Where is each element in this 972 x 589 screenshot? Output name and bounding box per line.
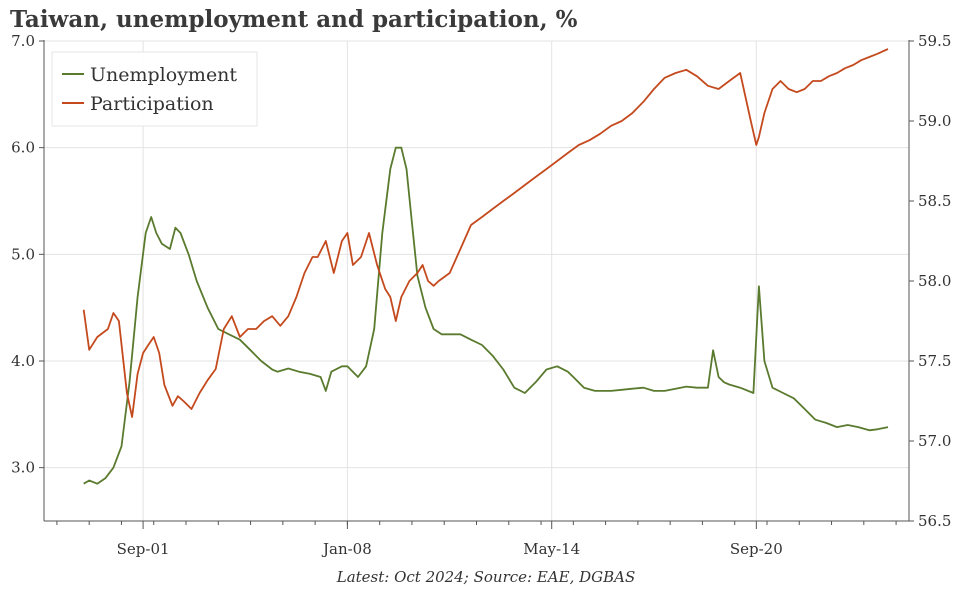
y-left-tick-label: 7.0 [11,32,35,50]
legend-label: Participation [90,93,214,115]
y-right-tick-label: 59.0 [918,112,951,130]
y-left-tick-label: 4.0 [11,352,35,370]
y-left-tick-label: 6.0 [11,139,35,157]
legend-box [51,51,258,127]
y-left-tick-label: 5.0 [11,245,35,263]
x-tick-label: Sep-20 [730,540,783,558]
y-right-tick-label: 56.5 [918,512,951,530]
x-tick-label: Jan-08 [321,540,372,558]
legend-label: Unemployment [90,64,237,86]
y-right-tick-label: 57.5 [918,352,951,370]
y-right-tick-label: 59.5 [918,32,951,50]
series-lines [82,48,889,485]
chart-title: Taiwan, unemployment and participation, … [10,6,578,33]
y-right-tick-label: 58.5 [918,192,951,210]
x-tick-label: May-14 [523,540,580,558]
y-left-tick-label: 3.0 [11,459,35,477]
source-footer: Latest: Oct 2024; Source: EAE, DGBAS [336,568,636,586]
y-right-tick-label: 58.0 [918,272,951,290]
axes: 3.0 4.0 5.0 6.0 7.0 56.5 57.0 57.5 58.0 58.5 59.0 5… [11,32,951,558]
legend: Unemployment Participation [51,51,258,127]
series-line-participation [82,48,889,418]
series-line-unemployment [83,146,889,485]
y-right-tick-label: 57.0 [918,432,951,450]
x-tick-label: Sep-01 [117,540,170,558]
